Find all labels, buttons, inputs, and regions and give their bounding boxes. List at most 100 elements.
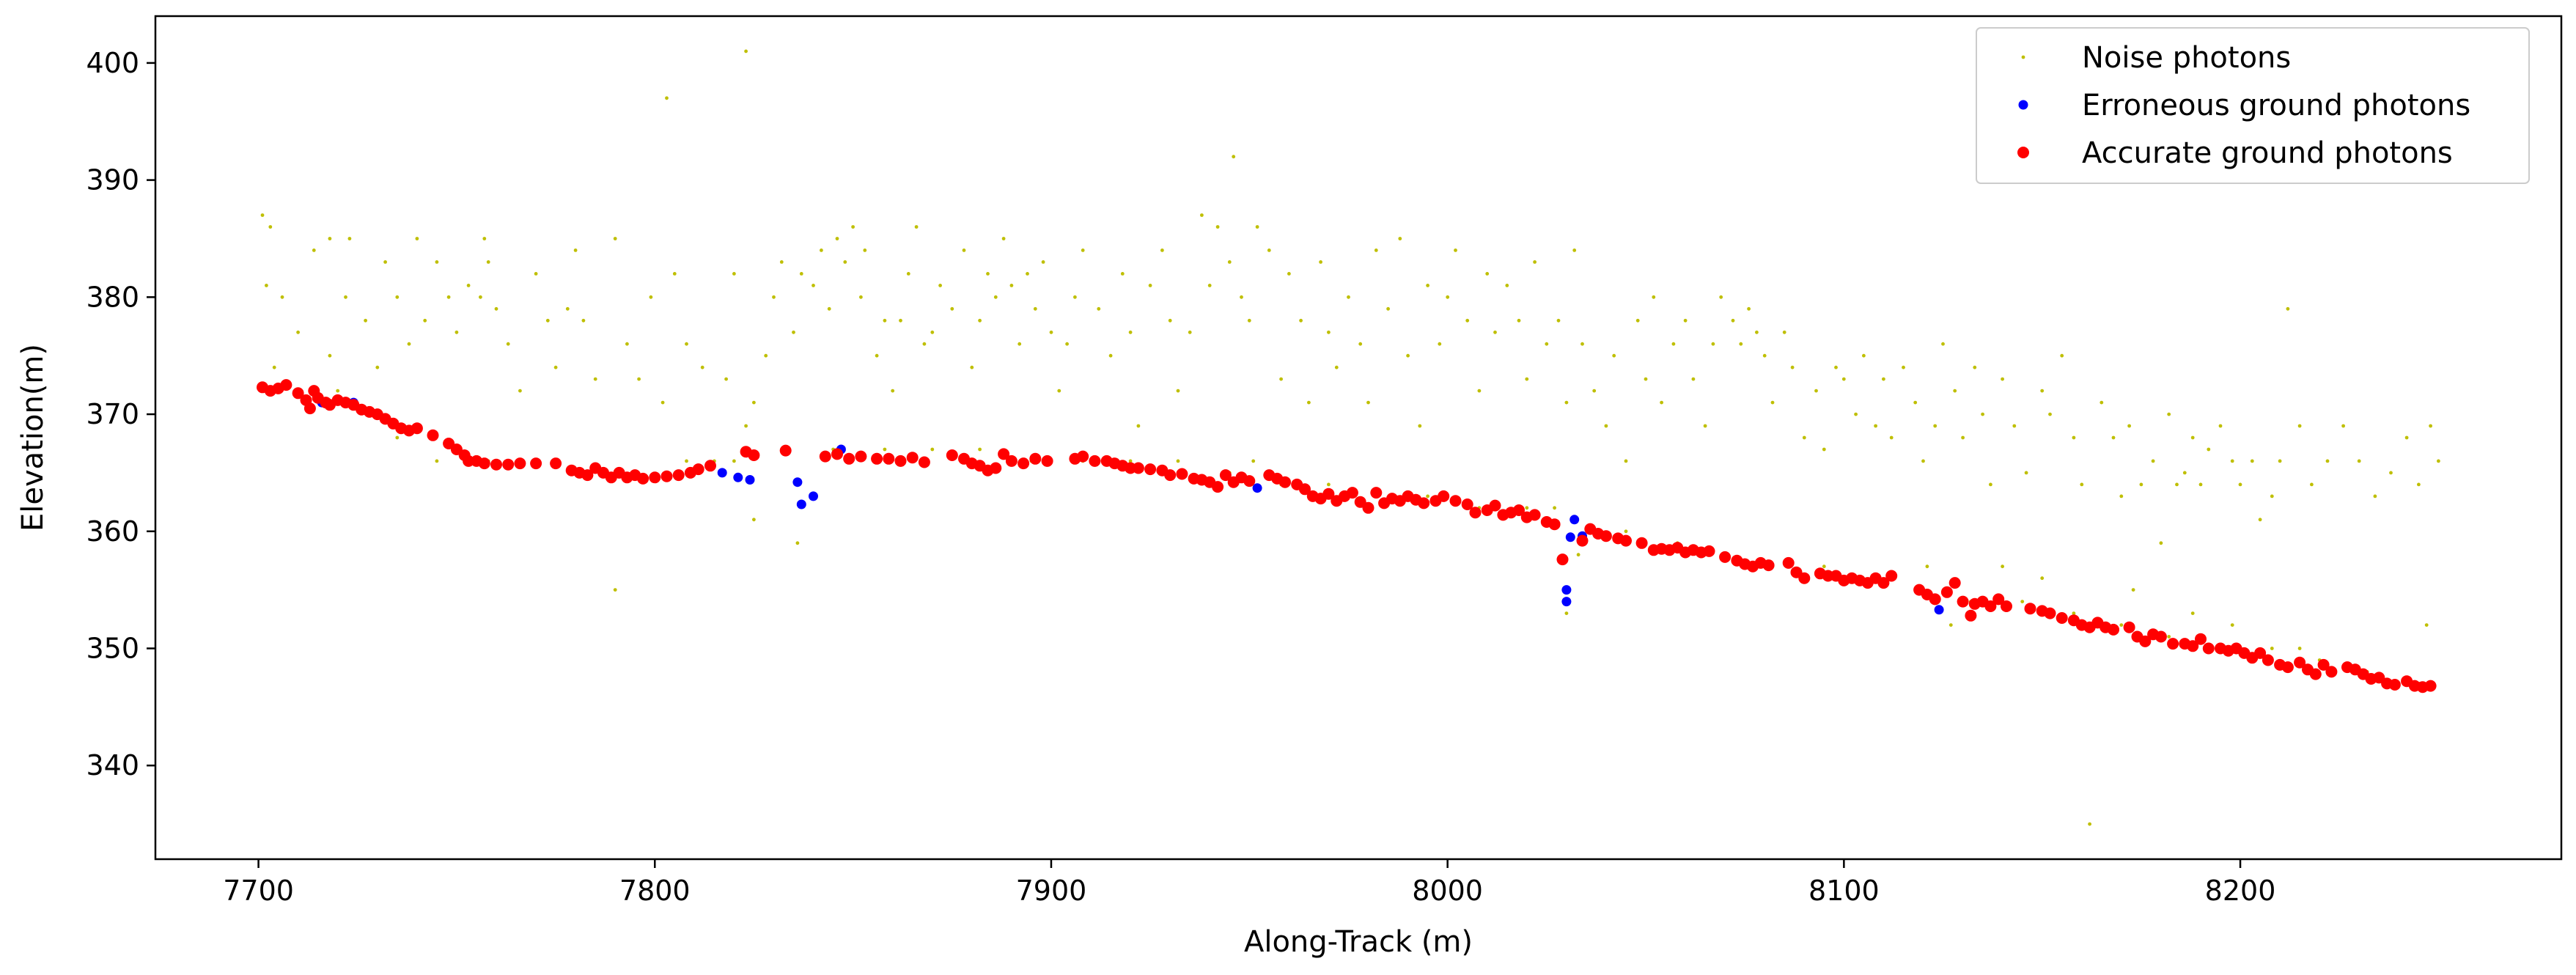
noise-point bbox=[268, 225, 273, 229]
accurate-point bbox=[1449, 495, 1462, 507]
noise-point bbox=[423, 318, 427, 323]
noise-point bbox=[1592, 389, 1597, 393]
accurate-point bbox=[831, 448, 843, 460]
accurate-point bbox=[2195, 633, 2207, 645]
noise-point bbox=[1438, 342, 1442, 346]
noise-point bbox=[1802, 435, 1806, 440]
noise-point bbox=[1232, 155, 1236, 159]
x-tick-label: 7700 bbox=[223, 875, 294, 907]
accurate-point bbox=[1548, 518, 1561, 531]
accurate-point bbox=[2108, 623, 2119, 636]
accurate-point bbox=[748, 449, 760, 461]
accurate-point bbox=[2123, 621, 2135, 633]
x-tick-label: 7800 bbox=[619, 875, 691, 907]
noise-point bbox=[993, 295, 998, 299]
noise-point bbox=[1267, 249, 1271, 252]
y-tick-label: 360 bbox=[86, 515, 139, 548]
noise-point bbox=[835, 237, 839, 240]
noise-point bbox=[1889, 435, 1894, 440]
x-tick-label: 8000 bbox=[1412, 875, 1483, 907]
noise-point bbox=[2020, 600, 2025, 603]
noise-point bbox=[2012, 424, 2017, 428]
noise-point bbox=[2437, 459, 2440, 463]
noise-point bbox=[843, 260, 847, 264]
erroneous-point bbox=[1934, 605, 1944, 615]
noise-point bbox=[593, 377, 597, 381]
legend: Noise photons Erroneous ground photons A… bbox=[1976, 27, 2530, 184]
erroneous-point bbox=[1569, 515, 1580, 525]
legend-label-noise: Noise photons bbox=[2082, 41, 2291, 75]
accurate-point bbox=[1005, 455, 1017, 467]
accurate-point bbox=[1940, 586, 1953, 598]
accurate-point bbox=[1346, 487, 1358, 499]
accurate-point bbox=[2044, 607, 2056, 619]
x-tick-label: 7900 bbox=[1016, 875, 1087, 907]
noise-point bbox=[732, 459, 736, 463]
accurate-point bbox=[1132, 462, 1144, 474]
noise-point bbox=[2286, 306, 2290, 311]
noise-point bbox=[1854, 412, 1858, 416]
accurate-point bbox=[1164, 469, 1177, 482]
accurate-point bbox=[1576, 534, 1589, 547]
noise-point bbox=[930, 447, 935, 452]
noise-point bbox=[534, 272, 538, 276]
accurate-point bbox=[1089, 455, 1101, 467]
noise-point bbox=[930, 330, 935, 334]
noise-point bbox=[1703, 424, 1707, 428]
erroneous-point bbox=[1561, 597, 1572, 607]
noise-point bbox=[795, 541, 800, 545]
noise-point bbox=[700, 365, 704, 369]
noise-point bbox=[2024, 471, 2028, 475]
noise-point bbox=[395, 435, 400, 440]
noise-point bbox=[375, 365, 380, 369]
noise-point bbox=[479, 295, 482, 299]
noise-point bbox=[986, 272, 990, 276]
noise-point bbox=[1925, 564, 1929, 569]
noise-point bbox=[1814, 389, 1818, 393]
accurate-point bbox=[1017, 457, 1030, 470]
noise-point bbox=[672, 272, 677, 276]
accurate-point bbox=[2325, 666, 2338, 678]
noise-point bbox=[1477, 389, 1482, 393]
accurate-point bbox=[1798, 572, 1811, 584]
accurate-point bbox=[1418, 497, 1430, 509]
noise-point bbox=[553, 365, 558, 369]
noise-point bbox=[407, 342, 411, 346]
noise-point bbox=[1128, 459, 1133, 463]
noise-point bbox=[2278, 459, 2282, 463]
accurate-point bbox=[1885, 570, 1898, 582]
accurate-point bbox=[1929, 593, 1941, 606]
accurate-point bbox=[649, 471, 661, 484]
noise-point bbox=[1973, 365, 1977, 369]
noise-point bbox=[2119, 623, 2124, 627]
noise-point bbox=[1545, 342, 1549, 346]
accurate-point bbox=[550, 457, 562, 470]
noise-point bbox=[1406, 353, 1410, 358]
noise-point bbox=[2127, 424, 2132, 428]
noise-point bbox=[573, 249, 578, 252]
noise-point bbox=[1731, 318, 1735, 323]
noise-point bbox=[1334, 365, 1339, 369]
noise-point bbox=[2297, 647, 2302, 650]
accurate-point bbox=[1370, 487, 1383, 499]
accurate-point bbox=[1635, 537, 1648, 549]
accurate-point bbox=[1212, 481, 1224, 493]
noise-point bbox=[1556, 318, 1561, 323]
erroneous-point bbox=[792, 477, 803, 488]
noise-point bbox=[1822, 564, 1826, 569]
noise-point bbox=[649, 295, 653, 299]
noise-point bbox=[1747, 306, 1751, 311]
noise-point bbox=[1073, 295, 1077, 299]
accurate-point bbox=[2001, 600, 2012, 612]
noise-point bbox=[1227, 260, 1232, 264]
accurate-point bbox=[1299, 483, 1311, 496]
accurate-point bbox=[1948, 577, 1961, 589]
accurate-point bbox=[883, 452, 895, 465]
legend-label-erroneous: Erroneous ground photons bbox=[2082, 89, 2470, 122]
noise-point bbox=[1454, 249, 1457, 252]
noise-point bbox=[415, 237, 419, 240]
noise-point bbox=[1790, 365, 1795, 369]
noise-point bbox=[1207, 284, 1212, 287]
noise-point bbox=[792, 330, 795, 334]
